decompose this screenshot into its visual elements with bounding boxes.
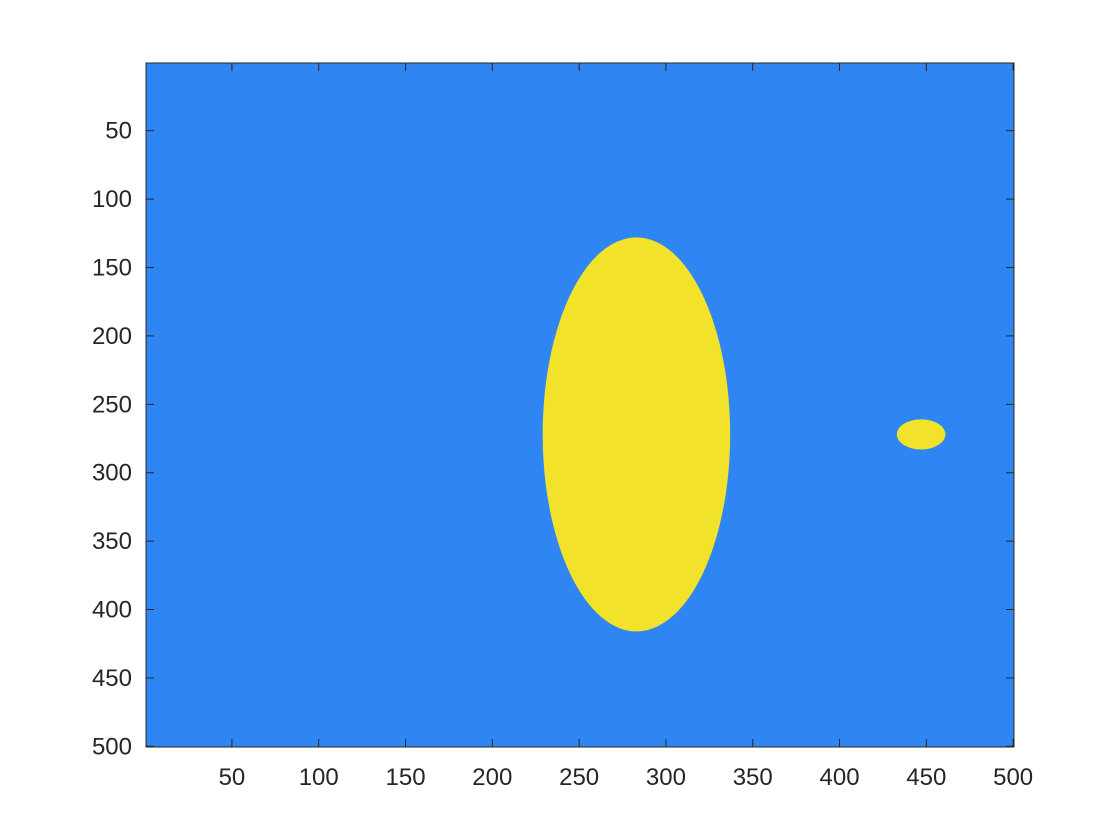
y-tick-label: 350 [92,528,132,555]
axes-box [145,62,1015,748]
ellipse-region-1 [542,237,731,632]
ellipse-region-2 [896,419,946,450]
x-axis: 50 100 150 200 250 300 350 400 450 500 [219,63,1033,791]
x-tick-label: 150 [386,764,426,791]
y-tick-label: 500 [92,733,132,760]
y-tick-label: 450 [92,665,132,692]
y-tick-label: 250 [92,391,132,418]
x-tick-label: 100 [299,764,339,791]
x-tick-label: 500 [993,764,1033,791]
y-tick-label: 400 [92,597,132,624]
x-tick-label: 350 [733,764,773,791]
x-tick-label: 300 [646,764,686,791]
x-tick-label: 250 [559,764,599,791]
y-tick-label: 50 [105,118,132,145]
y-tick-label: 200 [92,323,132,350]
x-tick-label: 200 [472,764,512,791]
y-tick-label: 100 [92,186,132,213]
y-tick-label: 150 [92,255,132,282]
x-tick-label: 50 [219,764,246,791]
image-layer [542,237,946,632]
x-tick-label: 400 [820,764,860,791]
x-tick-label: 450 [906,764,946,791]
y-tick-label: 300 [92,460,132,487]
y-axis: 50 100 150 200 250 300 350 400 450 500 [92,118,1014,760]
